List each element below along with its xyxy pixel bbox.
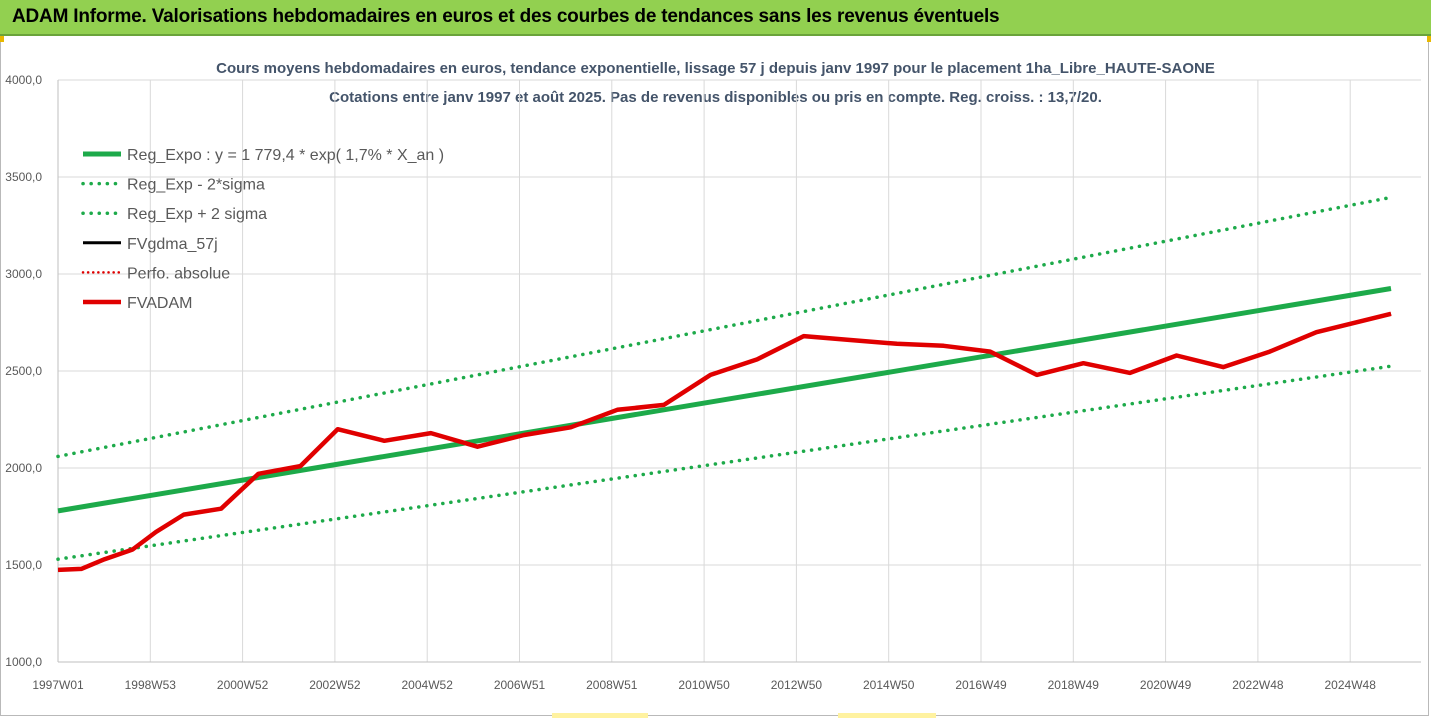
y-tick-label: 1000,0 (5, 655, 42, 669)
x-tick-label: 2004W52 (402, 678, 454, 692)
x-tick-label: 2010W50 (678, 678, 730, 692)
legend-label: FVgdma_57j (127, 236, 218, 253)
x-tick-label: 2020W49 (1140, 678, 1192, 692)
sheet-tab-left[interactable] (552, 713, 648, 718)
series-reg-expo-line (57, 286, 1392, 514)
x-tick-label: 2014W50 (863, 678, 915, 692)
y-tick-label: 3500,0 (5, 170, 42, 184)
x-tick-label: 2018W49 (1048, 678, 1100, 692)
x-tick-label: 2016W49 (955, 678, 1007, 692)
legend-label: Reg_Expo : y = 1 779,4 * exp( 1,7% * X_a… (127, 147, 444, 164)
series-reg-exp-minus-line (56, 364, 1393, 561)
legend-label: Reg_Exp + 2 sigma (127, 206, 267, 223)
y-tick-label: 1500,0 (5, 558, 42, 572)
x-tick-label: 2012W50 (771, 678, 823, 692)
series-reg-exp-plus-line (56, 195, 1393, 459)
sheet-tab-right[interactable] (838, 713, 936, 718)
x-tick-label: 1998W53 (125, 678, 177, 692)
x-tick-label: 2024W48 (1325, 678, 1377, 692)
x-tick-label: 2002W52 (309, 678, 361, 692)
series-fvadam-line (57, 311, 1392, 573)
x-tick-label: 2006W51 (494, 678, 546, 692)
x-tick-label: 2022W48 (1232, 678, 1284, 692)
x-tick-label: 1997W01 (32, 678, 84, 692)
banner: ADAM Informe. Valorisations hebdomadaire… (0, 0, 1431, 36)
x-tick-label: 2008W51 (586, 678, 638, 692)
banner-title: ADAM Informe. Valorisations hebdomadaire… (12, 6, 1000, 27)
legend-label: FVADAM (127, 295, 192, 312)
chart-subtitle: Cotations entre janv 1997 et août 2025. … (329, 89, 1102, 106)
chart-title: Cours moyens hebdomadaires en euros, ten… (216, 60, 1215, 77)
legend-label: Reg_Exp - 2*sigma (127, 177, 265, 194)
y-tick-label: 3000,0 (5, 267, 42, 281)
y-tick-label: 2500,0 (5, 364, 42, 378)
y-tick-label: 2000,0 (5, 461, 42, 475)
legend-label: Perfo. absolue (127, 265, 230, 282)
x-tick-label: 2000W52 (217, 678, 269, 692)
corner-marker-left (0, 36, 4, 42)
corner-marker-right (1427, 36, 1431, 42)
y-tick-label: 4000,0 (5, 73, 42, 87)
